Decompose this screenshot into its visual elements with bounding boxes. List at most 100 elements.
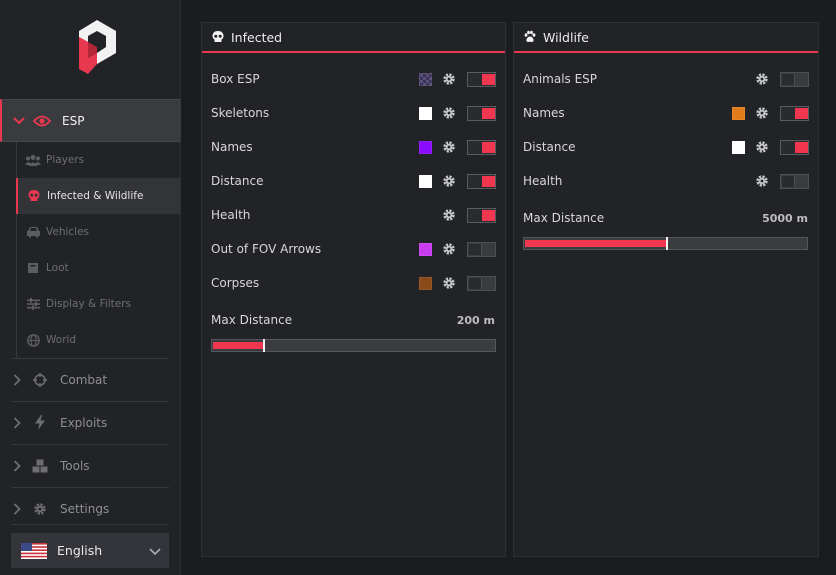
wildlife-panel: Wildlife Animals ESP Names Distance Health … [513, 22, 819, 557]
globe-icon [25, 333, 41, 347]
option-row-health: Health [211, 205, 497, 225]
toggle-knob [482, 73, 495, 85]
sidebar: ESP Players Infected & Wildlife Vehicles [0, 0, 181, 575]
sidebar-section-label: Settings [60, 501, 110, 516]
sidebar-section-exploits[interactable]: Exploits [0, 401, 181, 444]
toggle-switch[interactable] [467, 139, 496, 155]
chevron-right-icon [10, 502, 24, 515]
sidebar-item-vehicles[interactable]: Vehicles [17, 214, 181, 250]
slider-thumb[interactable] [263, 339, 265, 352]
chevron-down-icon [12, 116, 26, 125]
sidebar-section-combat[interactable]: Combat [0, 358, 181, 401]
gear-icon[interactable] [755, 140, 769, 154]
gear-icon[interactable] [755, 72, 769, 86]
option-label: Names [211, 140, 253, 154]
divider [12, 524, 169, 525]
toggle-switch[interactable] [467, 207, 496, 223]
toggle-knob [482, 209, 495, 221]
gear-icon[interactable] [442, 174, 456, 188]
toggle-switch[interactable] [467, 275, 496, 291]
sidebar-item-label: Infected & Wildlife [47, 190, 144, 202]
toggle-knob [795, 141, 808, 153]
sidebar-item-world[interactable]: World [17, 322, 181, 358]
toggle-knob [482, 141, 495, 153]
toggle-switch[interactable] [467, 105, 496, 121]
users-icon [25, 154, 41, 166]
toggle-switch[interactable] [780, 105, 809, 121]
option-label: Health [211, 208, 251, 222]
sidebar-item-loot[interactable]: Loot [17, 250, 181, 286]
toggle-switch[interactable] [780, 139, 809, 155]
slider-fill [213, 342, 264, 349]
option-row-out-of-fov-arrows: Out of FOV Arrows [211, 239, 497, 259]
panel-header: Wildlife [514, 23, 818, 53]
max-distance-label: Max Distance [523, 211, 605, 225]
gear-icon [30, 502, 50, 516]
option-row-distance: Distance [211, 171, 497, 191]
sidebar-section-label: Combat [60, 372, 108, 387]
toggle-knob [482, 175, 495, 187]
gear-icon[interactable] [755, 106, 769, 120]
toggle-switch[interactable] [780, 71, 809, 87]
divider [12, 358, 169, 359]
option-row-corpses: Corpses [211, 273, 497, 293]
option-row-box-esp: Box ESP [211, 69, 497, 89]
sidebar-section-settings[interactable]: Settings [0, 487, 181, 530]
sidebar-section-label: Tools [60, 458, 90, 473]
toggle-switch[interactable] [467, 173, 496, 189]
car-icon [25, 226, 41, 238]
color-swatch[interactable] [419, 72, 432, 86]
max-distance-slider[interactable] [211, 339, 496, 352]
sidebar-section-tools[interactable]: Tools [0, 444, 181, 487]
sidebar-item-label: Players [46, 154, 85, 166]
chevron-right-icon [10, 373, 24, 386]
language-select[interactable]: English [11, 533, 169, 568]
gear-icon[interactable] [442, 72, 456, 86]
gear-icon[interactable] [442, 242, 456, 256]
chevron-right-icon [10, 416, 24, 429]
sidebar-item-label: Loot [46, 262, 69, 274]
color-swatch[interactable] [732, 140, 745, 154]
toggle-knob [782, 175, 795, 187]
toggle-switch[interactable] [467, 71, 496, 87]
color-swatch[interactable] [419, 276, 432, 290]
option-label: Corpses [211, 276, 260, 290]
max-distance-slider[interactable] [523, 237, 808, 250]
skull-icon [26, 189, 42, 203]
sliders-icon [25, 298, 41, 310]
panel-title: Wildlife [543, 29, 590, 45]
color-swatch[interactable] [419, 174, 432, 188]
color-swatch[interactable] [419, 106, 432, 120]
gear-icon[interactable] [442, 140, 456, 154]
skull-icon [211, 30, 225, 44]
option-label: Distance [211, 174, 264, 188]
gear-icon[interactable] [442, 106, 456, 120]
infected-panel: Infected Box ESP Skeletons Names Distance He… [201, 22, 506, 557]
gear-icon[interactable] [442, 208, 456, 222]
toggle-switch[interactable] [780, 173, 809, 189]
toggle-knob [469, 277, 482, 289]
color-swatch[interactable] [732, 106, 745, 120]
option-label: Distance [523, 140, 576, 154]
crosshair-icon [30, 372, 50, 387]
option-row-skeletons: Skeletons [211, 103, 497, 123]
sidebar-item-infected-wildlife[interactable]: Infected & Wildlife [16, 178, 181, 214]
color-swatch[interactable] [419, 140, 432, 154]
app-logo [76, 20, 118, 74]
cubes-icon [30, 459, 50, 473]
sidebar-section-esp[interactable]: ESP [0, 99, 181, 142]
sidebar-section-label: ESP [62, 113, 85, 128]
divider [12, 444, 169, 445]
color-swatch[interactable] [419, 242, 432, 256]
sidebar-item-display-filters[interactable]: Display & Filters [17, 286, 181, 322]
paw-icon [523, 30, 537, 44]
gear-icon[interactable] [442, 276, 456, 290]
option-row-names: Names [211, 137, 497, 157]
toggle-switch[interactable] [467, 241, 496, 257]
eye-icon [32, 115, 52, 127]
option-label: Animals ESP [523, 72, 598, 86]
gear-icon[interactable] [755, 174, 769, 188]
slider-thumb[interactable] [666, 237, 668, 250]
sidebar-item-players[interactable]: Players [17, 142, 181, 178]
